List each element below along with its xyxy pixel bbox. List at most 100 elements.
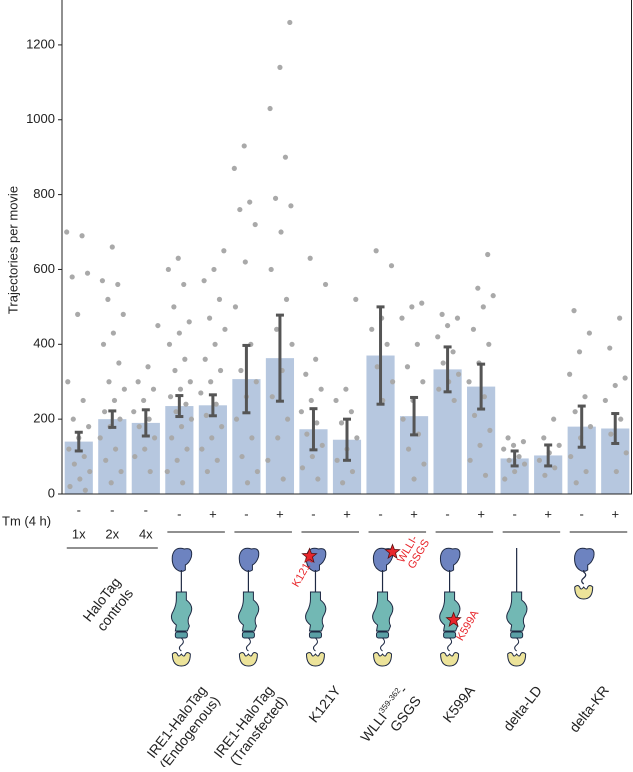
data-point [480,304,486,310]
data-point [204,468,210,475]
data-point [97,435,103,441]
data-point [307,255,313,261]
data-point [117,416,123,422]
group-label: K121Y [305,682,344,725]
data-point [252,221,258,228]
data-point [201,278,207,284]
tm-sign: + [477,506,485,521]
protein-linker [514,637,520,652]
protein-kinase [376,631,390,639]
data-point [454,315,461,321]
protein-body [372,591,394,632]
data-point [102,409,108,415]
y-tick-label: 600 [33,261,55,276]
data-point [451,397,457,404]
data-point [66,446,72,452]
mutation-star [301,547,318,564]
mutation-star [445,611,462,628]
data-point [202,356,208,362]
data-point [77,476,83,482]
data-point [436,386,442,392]
data-point [318,386,324,392]
data-point [99,278,106,284]
data-point [477,442,483,448]
data-point [556,442,562,448]
data-point [373,248,379,254]
data-point [567,371,573,377]
protein-halotag [507,652,527,667]
data-point [208,379,214,385]
group-label-part: delta-LD [500,682,545,734]
group-label-part: K121Y [305,682,344,725]
data-point [340,480,346,486]
protein-linker [312,637,318,652]
data-point [450,349,456,355]
data-point [334,457,340,463]
protein-linker [178,637,184,652]
data-point [289,341,295,347]
data-point [490,293,496,299]
data-point [369,326,375,332]
tm-sign: + [276,506,284,521]
data-point [435,334,441,340]
data-point [475,285,481,291]
data-point [100,341,107,347]
data-point [247,199,253,205]
data-point [172,367,178,374]
data-point [146,416,152,422]
data-point [237,206,243,213]
data-point [280,476,286,482]
y-tick-label: 200 [33,411,55,426]
data-point [390,379,396,385]
data-point [421,461,427,467]
tm-sign: + [343,506,351,521]
data-point [374,364,380,370]
protein-body [506,591,528,632]
tm-sign: + [611,506,619,521]
protein-kinase [174,631,188,639]
data-point [617,315,623,321]
data-point [470,326,477,332]
protein-kinase [308,631,322,639]
data-point [269,394,275,400]
data-point [303,371,309,377]
data-point [388,263,395,269]
data-point [239,453,245,460]
data-point [414,341,420,347]
data-point [115,281,121,288]
y-tick-label: 400 [33,336,55,351]
data-point [343,386,349,392]
data-point [502,476,508,482]
tm-sign: - [144,502,148,517]
y-tick-label: 800 [33,186,55,201]
data-point [338,420,345,426]
data-point [75,311,81,317]
data-point [287,19,293,26]
data-point [298,409,304,415]
data-point [542,472,548,478]
data-point [232,304,239,310]
data-point [384,341,390,347]
data-point [512,468,518,475]
data-point [582,394,588,400]
data-point [304,431,310,437]
tm-sign: - [311,506,315,521]
data-point [576,349,583,355]
data-point [118,468,124,475]
data-point [155,322,161,329]
data-point [211,266,217,273]
data-point [69,274,75,280]
group-label: WLLI359-362-GSGS [357,682,424,755]
data-point [249,435,255,441]
data-point [231,165,237,172]
dose-label: 1x [72,526,86,541]
data-point [409,304,415,310]
data-point [106,379,112,385]
tm-sign: - [445,506,449,521]
mutation-label-line: K121Y [290,554,317,589]
data-point [282,154,289,160]
data-point [253,379,259,385]
data-point [132,453,138,460]
data-point [136,424,142,430]
